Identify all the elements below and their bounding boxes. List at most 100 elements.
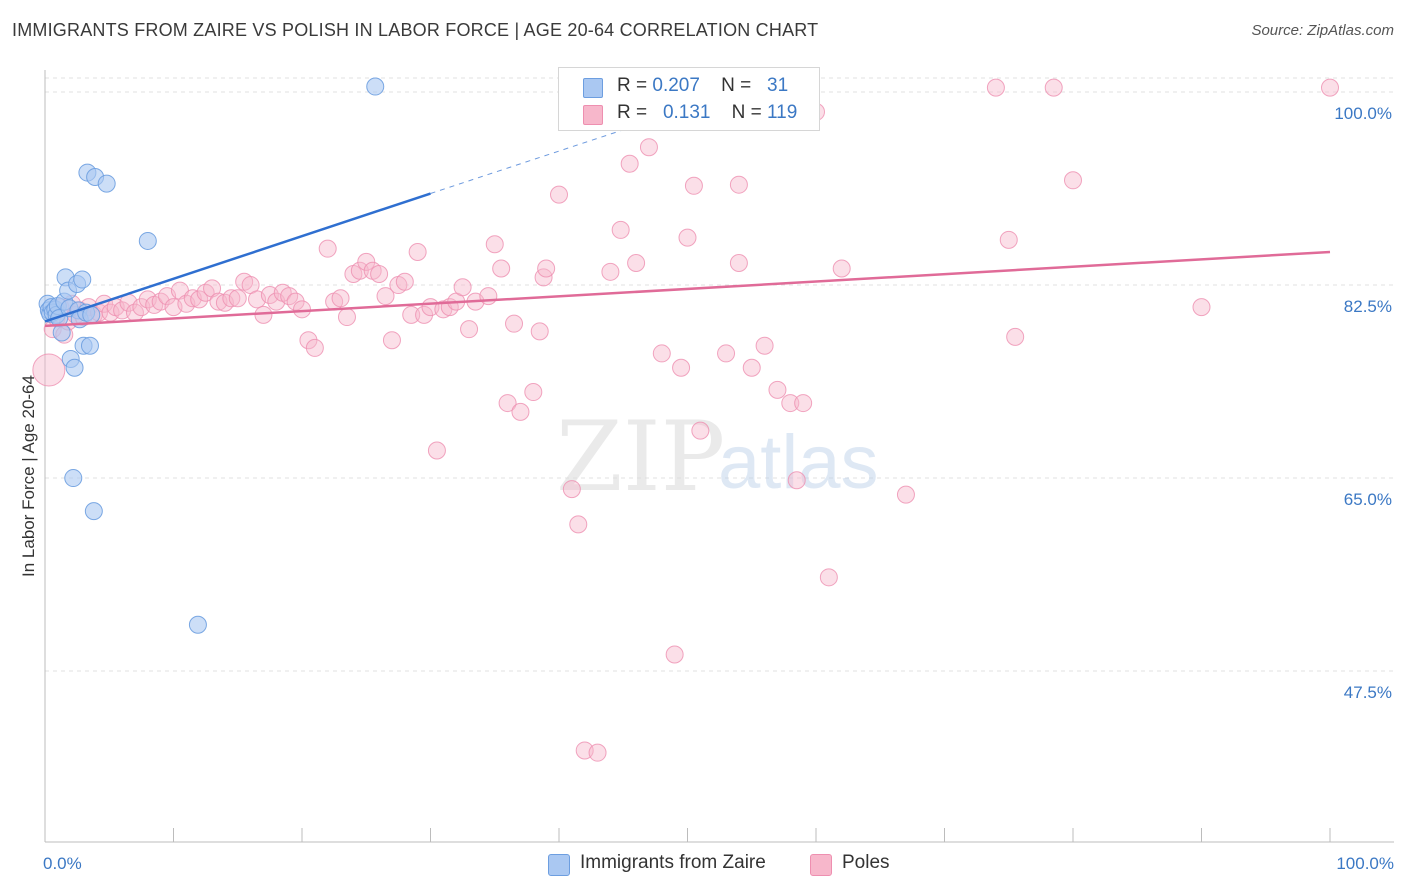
poles-point bbox=[601, 262, 620, 281]
watermark-zip: ZIP bbox=[556, 401, 725, 513]
poles-point bbox=[742, 358, 761, 377]
poles-point bbox=[1064, 171, 1082, 190]
poles-point bbox=[350, 261, 369, 280]
poles-point bbox=[293, 300, 311, 319]
poles-point bbox=[427, 441, 446, 460]
poles-point bbox=[505, 314, 524, 333]
poles-point bbox=[768, 380, 787, 399]
poles-point bbox=[479, 287, 498, 306]
zaire-point bbox=[52, 323, 71, 342]
poles-point bbox=[382, 331, 401, 350]
y-tick-label: 65.0% bbox=[1344, 490, 1392, 509]
watermark-atlas: atlas bbox=[718, 420, 879, 505]
poles-point bbox=[652, 344, 671, 363]
poles-point bbox=[318, 239, 337, 258]
poles-point bbox=[530, 322, 549, 341]
poles-point bbox=[376, 287, 395, 306]
poles-point bbox=[562, 480, 581, 499]
poles-point bbox=[639, 138, 658, 157]
zaire-point bbox=[73, 270, 92, 289]
poles-point bbox=[485, 235, 504, 254]
zaire-trend-line bbox=[44, 192, 431, 323]
poles-point bbox=[665, 645, 684, 664]
poles-point bbox=[415, 305, 434, 324]
poles-point bbox=[498, 394, 517, 413]
poles-point bbox=[453, 278, 472, 297]
y-tick-label: 47.5% bbox=[1344, 683, 1392, 702]
poles-point bbox=[678, 228, 697, 247]
zaire-point bbox=[138, 231, 157, 250]
poles-point bbox=[492, 259, 511, 278]
grid bbox=[45, 77, 1394, 672]
poles-point bbox=[460, 320, 479, 339]
poles-point bbox=[717, 344, 736, 363]
zaire-point bbox=[97, 174, 116, 193]
poles-point bbox=[228, 289, 247, 308]
poles-point bbox=[569, 515, 588, 534]
poles-point bbox=[550, 185, 568, 204]
poles-point bbox=[395, 272, 414, 291]
poles-point bbox=[32, 353, 66, 387]
legend-n-value-poles: 119 bbox=[767, 102, 798, 123]
poles-point bbox=[684, 176, 703, 195]
legend-r-value-zaire: 0.207 bbox=[652, 75, 700, 96]
poles-point bbox=[794, 394, 813, 413]
poles-point bbox=[1192, 298, 1211, 317]
poles-points bbox=[32, 78, 1339, 762]
poles-point bbox=[986, 78, 1005, 97]
axes bbox=[44, 70, 1394, 843]
poles-point bbox=[408, 242, 427, 261]
poles-point bbox=[819, 568, 838, 587]
x-tick-label-start: 0.0% bbox=[43, 854, 82, 873]
poles-point bbox=[1321, 78, 1339, 97]
bottom-legend-label-poles: Poles bbox=[842, 852, 890, 873]
poles-trend-line bbox=[44, 250, 1331, 328]
poles-point bbox=[787, 471, 806, 490]
zaire-point bbox=[366, 77, 385, 96]
poles-point bbox=[620, 154, 639, 173]
poles-point bbox=[286, 292, 305, 311]
poles-point bbox=[190, 290, 209, 309]
poles-point bbox=[299, 331, 318, 350]
poles-point bbox=[524, 383, 543, 402]
poles-point bbox=[1044, 78, 1063, 97]
x-tick-label-end: 100.0% bbox=[1336, 854, 1394, 873]
poles-point bbox=[1006, 327, 1025, 346]
zaire-point bbox=[64, 469, 83, 488]
zaire-points bbox=[38, 77, 385, 634]
bottom-legend-swatch-poles bbox=[810, 854, 832, 876]
legend-n-value-zaire: 31 bbox=[767, 75, 789, 96]
poles-point bbox=[370, 265, 389, 284]
poles-point bbox=[588, 743, 607, 762]
poles-point bbox=[511, 402, 530, 421]
poles-point bbox=[331, 289, 350, 308]
poles-point bbox=[781, 394, 800, 413]
y-tick-label: 82.5% bbox=[1344, 297, 1392, 316]
legend-swatch-poles bbox=[583, 105, 603, 125]
bottom-legend-label-zaire: Immigrants from Zaire bbox=[580, 852, 766, 873]
poles-point bbox=[672, 358, 691, 377]
bottom-legend-swatch-zaire bbox=[548, 854, 570, 876]
legend-n-label: N = bbox=[731, 102, 762, 123]
poles-point bbox=[305, 338, 324, 357]
poles-point bbox=[729, 254, 748, 272]
source-credit: Source: ZipAtlas.com bbox=[1251, 22, 1394, 39]
poles-point bbox=[729, 175, 748, 194]
poles-point bbox=[896, 485, 915, 504]
y-tick-label: 100.0% bbox=[1334, 104, 1392, 123]
poles-point bbox=[627, 254, 646, 272]
poles-point bbox=[537, 259, 556, 278]
poles-point bbox=[755, 336, 774, 355]
poles-point bbox=[611, 220, 630, 239]
poles-point bbox=[337, 308, 356, 327]
poles-point bbox=[999, 230, 1018, 249]
correlation-legend: R = 0.207 N = 31 R = 0.131 N = 119 bbox=[558, 67, 820, 131]
legend-r-value-poles: 0.131 bbox=[662, 102, 711, 123]
legend-swatch-zaire bbox=[583, 78, 603, 98]
zaire-point bbox=[80, 336, 99, 355]
zaire-point bbox=[84, 502, 103, 521]
chart-title: IMMIGRANTS FROM ZAIRE VS POLISH IN LABOR… bbox=[12, 20, 819, 40]
zaire-point bbox=[65, 358, 84, 377]
poles-point bbox=[691, 421, 710, 440]
